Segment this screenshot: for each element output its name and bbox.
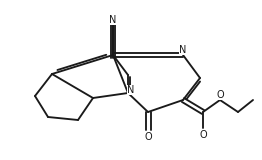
Text: N: N: [109, 15, 117, 25]
Text: O: O: [199, 130, 207, 140]
Text: N: N: [127, 85, 135, 95]
Text: O: O: [144, 132, 152, 142]
Text: N: N: [179, 45, 187, 55]
Text: O: O: [216, 90, 224, 100]
